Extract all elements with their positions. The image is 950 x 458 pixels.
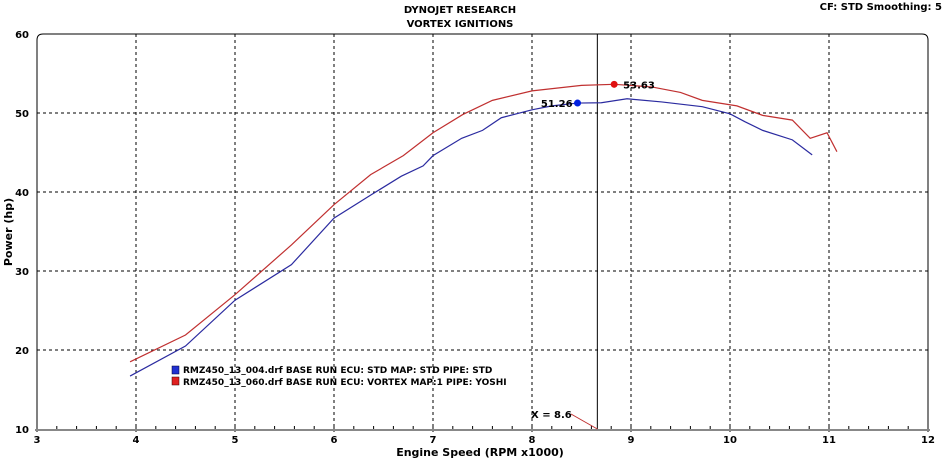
y-tick-label: 10: [15, 425, 29, 436]
y-axis-label: Power (hp): [2, 198, 15, 266]
series-line-1: [129, 98, 813, 377]
x-axis-label: Engine Speed (RPM x1000): [396, 446, 564, 458]
peak-marker-2: [610, 80, 618, 88]
x-tick-label: 7: [430, 435, 437, 446]
x-tick-label: 3: [34, 435, 41, 446]
x-axis-line: [35, 429, 930, 431]
legend-swatch-red: [171, 376, 180, 386]
cursor-pointer: [570, 413, 598, 430]
peak-label-2: 53.63: [623, 80, 655, 91]
plot-frame: [36, 33, 929, 429]
x-tick-label: 11: [822, 435, 836, 446]
y-tick-label: 60: [15, 30, 29, 41]
legend-swatch-blue: [171, 365, 180, 375]
x-tick-label: 5: [232, 435, 239, 446]
cf-smoothing-label: CF: STD Smoothing: 5: [820, 2, 942, 13]
legend-entry-2: RMZ450_13_060.drf BASE RUN ECU: VORTEX M…: [183, 378, 507, 388]
y-tick-label: 30: [15, 267, 29, 278]
legend-entry-1: RMZ450_13_004.drf BASE RUN ECU: STD MAP:…: [183, 366, 492, 376]
y-tick-label: 50: [15, 109, 29, 120]
series-line-2: [129, 83, 838, 363]
x-tick-label: 10: [723, 435, 737, 446]
x-tick-label: 6: [331, 435, 338, 446]
chart-title: DYNOJET RESEARCH: [404, 5, 516, 16]
x-tick-label: 4: [133, 435, 140, 446]
cursor-label: X = 8.6: [531, 410, 572, 421]
peak-marker-1: [574, 99, 582, 107]
x-tick-label: 8: [529, 435, 536, 446]
chart-subtitle: VORTEX IGNITIONS: [407, 19, 514, 30]
y-tick-label: 40: [15, 188, 29, 199]
y-tick-label: 20: [15, 346, 29, 357]
x-tick-label: 9: [628, 435, 635, 446]
x-tick-label: 12: [921, 435, 935, 446]
peak-label-1: 51.26: [541, 99, 573, 110]
